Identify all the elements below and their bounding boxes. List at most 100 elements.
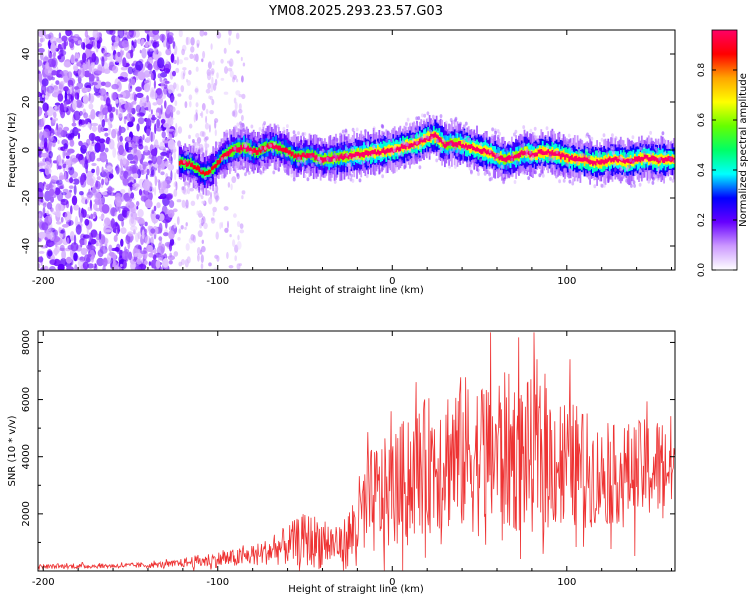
- signal-peak: [388, 149, 390, 153]
- noise-speckle: [115, 94, 124, 98]
- sparse-noise-speckle: [196, 43, 200, 48]
- noise-speckle: [42, 94, 45, 98]
- noise-speckle: [79, 119, 86, 125]
- signal-peak: [580, 157, 583, 162]
- signal-peak: [523, 150, 526, 156]
- signal-peak: [520, 150, 523, 155]
- signal-fringe: [575, 160, 579, 165]
- signal-fringe: [195, 141, 199, 146]
- signal-fringe: [194, 158, 198, 163]
- signal-peak: [607, 157, 610, 162]
- sparse-noise-speckle: [216, 31, 222, 39]
- noise-speckle: [136, 92, 144, 99]
- signal-peak: [608, 156, 611, 161]
- signal-fringe: [404, 149, 408, 154]
- signal-peak: [351, 153, 354, 158]
- signal-fringe: [396, 161, 399, 166]
- noise-speckle: [122, 157, 127, 165]
- noise-speckle: [77, 40, 83, 45]
- signal-fringe: [486, 136, 490, 141]
- signal-fringe: [488, 172, 491, 177]
- noise-speckle: [47, 91, 51, 97]
- noise-speckle: [59, 80, 66, 85]
- noise-speckle: [63, 101, 67, 112]
- noise-speckle: [144, 199, 153, 209]
- noise-speckle: [151, 209, 155, 214]
- noise-speckle: [81, 142, 89, 150]
- signal-peak: [229, 149, 231, 155]
- signal-fringe: [452, 148, 456, 153]
- signal-peak: [597, 160, 600, 165]
- signal-peak: [243, 144, 245, 149]
- signal-fringe: [532, 131, 536, 136]
- signal-peak: [611, 157, 614, 162]
- signal-fringe: [387, 131, 391, 136]
- signal-peak: [505, 156, 508, 163]
- signal-peak: [330, 156, 333, 162]
- signal-peak: [569, 155, 572, 160]
- signal-peak: [268, 145, 270, 149]
- noise-speckle: [48, 151, 53, 159]
- signal-fringe: [285, 153, 289, 158]
- signal-fringe: [378, 169, 382, 174]
- signal-peak: [240, 144, 242, 150]
- signal-fringe: [482, 134, 485, 139]
- signal-peak: [650, 155, 653, 161]
- noise-speckle: [100, 96, 104, 101]
- signal-peak: [536, 152, 538, 157]
- signal-peak: [525, 151, 527, 156]
- signal-peak: [389, 147, 392, 153]
- noise-speckle: [151, 154, 157, 165]
- signal-fringe: [318, 159, 322, 164]
- signal-fringe: [236, 172, 239, 177]
- signal-fringe: [561, 171, 565, 176]
- noise-speckle: [63, 61, 71, 68]
- noise-speckle: [130, 192, 135, 199]
- signal-fringe: [600, 137, 604, 142]
- signal-fringe: [339, 144, 342, 149]
- signal-fringe: [519, 143, 523, 148]
- noise-speckle: [78, 140, 83, 147]
- signal-peak: [656, 158, 658, 162]
- noise-speckle: [40, 51, 44, 61]
- noise-speckle: [76, 62, 82, 67]
- signal-peak: [557, 151, 559, 156]
- signal-peak: [201, 170, 203, 175]
- signal-peak: [279, 145, 282, 151]
- signal-peak: [622, 158, 625, 163]
- noise-speckle: [94, 192, 102, 200]
- signal-fringe: [410, 152, 414, 157]
- colorbar-frame: [711, 29, 738, 271]
- noise-speckle: [165, 48, 172, 56]
- signal-fringe: [394, 164, 398, 169]
- signal-peak: [626, 158, 629, 163]
- noise-speckle: [121, 219, 124, 227]
- noise-speckle: [154, 47, 159, 55]
- signal-peak: [305, 153, 308, 159]
- noise-speckle: [102, 49, 108, 57]
- noise-speckle: [108, 125, 111, 136]
- colorbar-tick-label: 0.8: [697, 63, 707, 78]
- noise-speckle: [50, 196, 54, 203]
- signal-fringe: [555, 149, 559, 154]
- signal-peak: [414, 141, 417, 146]
- noise-speckle: [124, 197, 133, 203]
- signal-fringe: [502, 173, 506, 178]
- noise-speckle: [115, 108, 119, 116]
- signal-fringe: [224, 137, 228, 142]
- noise-speckle: [81, 42, 86, 50]
- noise-speckle: [91, 162, 97, 167]
- noise-speckle: [152, 41, 160, 48]
- signal-fringe: [638, 168, 642, 173]
- signal-fringe: [414, 123, 417, 127]
- signal-fringe: [184, 152, 188, 157]
- noise-speckle: [70, 171, 78, 179]
- signal-peak: [559, 153, 562, 160]
- noise-speckle: [85, 43, 93, 50]
- signal-fringe: [300, 144, 303, 149]
- noise-speckle: [168, 131, 175, 139]
- signal-fringe: [274, 156, 278, 161]
- sparse-noise-speckle: [203, 222, 208, 230]
- noise-speckle: [138, 189, 143, 196]
- noise-speckle: [120, 263, 123, 268]
